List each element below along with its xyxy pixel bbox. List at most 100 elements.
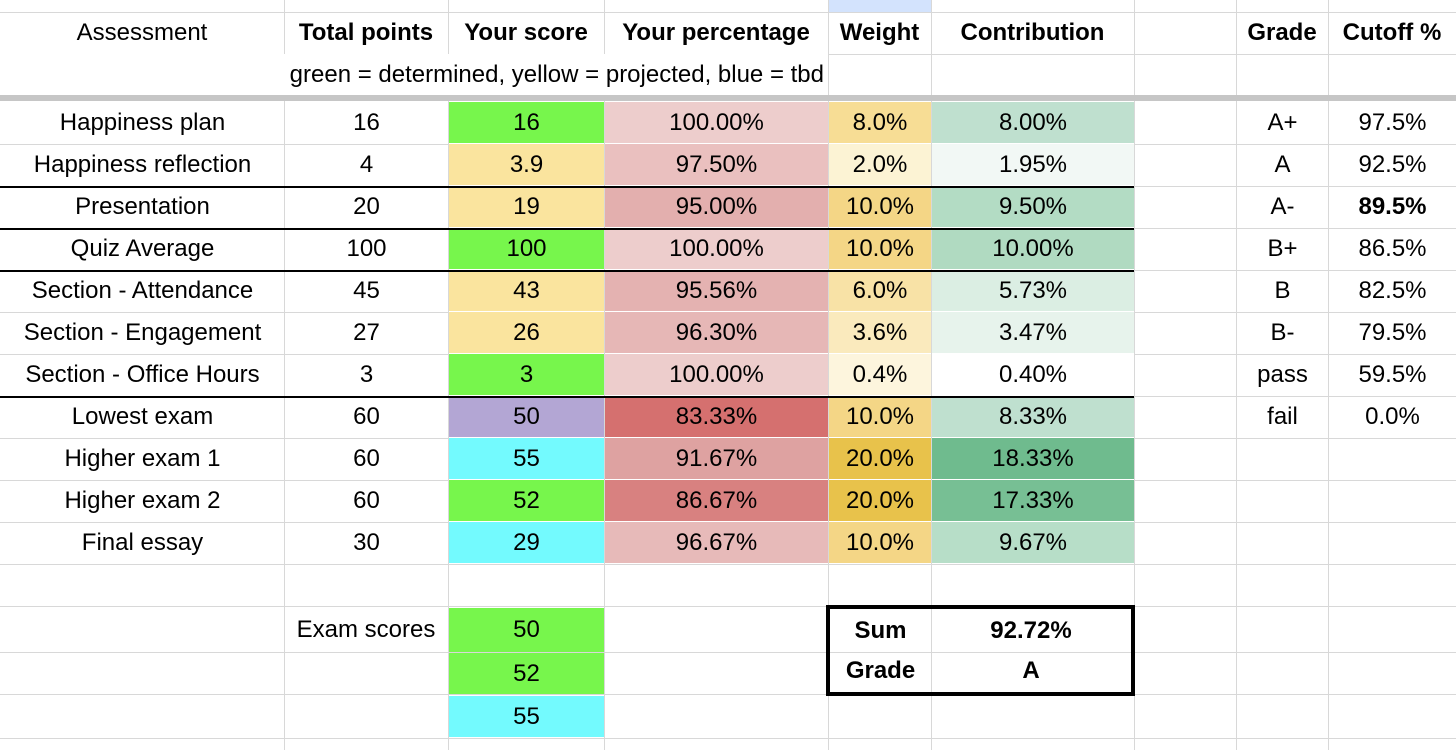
your-score-cell[interactable]: 50 <box>449 396 604 437</box>
assessment-name-cell[interactable]: Final essay <box>81 528 204 556</box>
percentage-cell[interactable]: 100.00% <box>605 102 828 143</box>
contribution-cell[interactable]: 9.67% <box>932 522 1134 563</box>
your-score-cell[interactable]: 3.9 <box>449 144 604 185</box>
total-points-cell[interactable]: 3 <box>359 360 374 388</box>
your-score-cell[interactable]: 3 <box>449 354 604 395</box>
your-score-cell[interactable]: 100 <box>449 228 604 269</box>
total-points-cell[interactable]: 60 <box>353 402 380 430</box>
assessment-name-cell[interactable]: Quiz Average <box>70 234 215 262</box>
total-points-cell[interactable]: 27 <box>353 318 380 346</box>
total-points-cell[interactable]: 30 <box>353 528 380 556</box>
grade-cutoff-cell[interactable]: 59.5% <box>1358 360 1427 388</box>
total-points-cell[interactable]: 20 <box>353 192 380 220</box>
grade-cutoff-cell[interactable]: 89.5% <box>1358 192 1427 220</box>
contribution-cell[interactable]: 0.40% <box>932 354 1134 395</box>
assessment-name-cell[interactable]: Happiness reflection <box>33 150 252 178</box>
sum-label[interactable]: Sum <box>854 617 907 644</box>
weight-cell[interactable]: 10.0% <box>829 396 931 437</box>
grade-cutoff-cell[interactable]: 82.5% <box>1358 276 1427 304</box>
assessment-name-cell[interactable]: Presentation <box>75 192 210 220</box>
exam-score-cell[interactable]: 55 <box>449 696 604 737</box>
your-score-cell[interactable]: 55 <box>449 438 604 479</box>
percentage-cell[interactable]: 100.00% <box>605 228 828 269</box>
frozen-row-divider[interactable] <box>0 95 1456 101</box>
total-points-cell[interactable]: 60 <box>353 486 380 514</box>
percentage-cell[interactable]: 100.00% <box>605 354 828 395</box>
contribution-cell[interactable]: 5.73% <box>932 270 1134 311</box>
header-total-points[interactable]: Total points <box>298 19 434 46</box>
assessment-name-cell[interactable]: Section - Engagement <box>23 318 262 346</box>
grade-label[interactable]: Grade <box>845 657 916 684</box>
assessment-name-cell[interactable]: Higher exam 1 <box>64 444 221 472</box>
percentage-cell[interactable]: 97.50% <box>605 144 828 185</box>
your-score-cell[interactable]: 26 <box>449 312 604 353</box>
weight-cell[interactable]: 20.0% <box>829 480 931 521</box>
assessment-name-cell[interactable]: Section - Office Hours <box>25 360 260 388</box>
your-score-cell[interactable]: 19 <box>449 186 604 227</box>
percentage-cell[interactable]: 96.67% <box>605 522 828 563</box>
your-score-cell[interactable]: 16 <box>449 102 604 143</box>
contribution-cell[interactable]: 3.47% <box>932 312 1134 353</box>
contribution-cell[interactable]: 8.00% <box>932 102 1134 143</box>
total-points-cell[interactable]: 60 <box>353 444 380 472</box>
weight-cell[interactable]: 10.0% <box>829 186 931 227</box>
your-score-cell[interactable]: 43 <box>449 270 604 311</box>
total-points-cell[interactable]: 16 <box>353 108 380 136</box>
grade-letter-cell[interactable]: B+ <box>1267 234 1298 262</box>
contribution-cell[interactable]: 10.00% <box>932 228 1134 269</box>
header-weight[interactable]: Weight <box>839 19 920 46</box>
assessment-name-cell[interactable]: Higher exam 2 <box>64 486 221 514</box>
total-points-cell[interactable]: 45 <box>353 276 380 304</box>
grade-letter-cell[interactable]: B- <box>1270 318 1295 346</box>
grade-cutoff-cell[interactable]: 86.5% <box>1358 234 1427 262</box>
your-score-cell[interactable]: 52 <box>449 480 604 521</box>
header-your-score[interactable]: Your score <box>464 19 588 46</box>
weight-cell[interactable]: 10.0% <box>829 228 931 269</box>
your-score-cell[interactable]: 29 <box>449 522 604 563</box>
weight-cell[interactable]: 20.0% <box>829 438 931 479</box>
sum-value[interactable]: 92.72% <box>990 617 1072 644</box>
total-points-cell[interactable]: 100 <box>346 234 387 262</box>
weight-cell[interactable]: 8.0% <box>829 102 931 143</box>
weight-cell[interactable]: 2.0% <box>829 144 931 185</box>
grade-letter-cell[interactable]: A <box>1274 150 1291 178</box>
percentage-cell[interactable]: 95.00% <box>605 186 828 227</box>
grade-cutoff-cell[interactable]: 97.5% <box>1358 108 1427 136</box>
grade-letter-cell[interactable]: pass <box>1257 360 1308 388</box>
header-your-percentage[interactable]: Your percentage <box>622 19 810 46</box>
exam-scores-label[interactable]: Exam scores <box>296 616 436 643</box>
color-legend-note[interactable]: green = determined, yellow = projected, … <box>0 54 828 96</box>
grade-letter-cell[interactable]: fail <box>1267 402 1298 430</box>
total-points-cell[interactable]: 4 <box>359 150 374 178</box>
grade-value[interactable]: A <box>1022 657 1040 684</box>
grade-letter-cell[interactable]: A- <box>1270 192 1295 220</box>
assessment-name-cell[interactable]: Lowest exam <box>71 402 214 430</box>
percentage-cell[interactable]: 96.30% <box>605 312 828 353</box>
contribution-cell[interactable]: 1.95% <box>932 144 1134 185</box>
assessment-name-cell[interactable]: Happiness plan <box>59 108 226 136</box>
exam-score-cell[interactable]: 52 <box>449 653 604 694</box>
assessment-name-cell[interactable]: Section - Attendance <box>31 276 254 304</box>
header-assessment[interactable]: Assessment <box>76 19 208 46</box>
grade-cutoff-cell[interactable]: 79.5% <box>1358 318 1427 346</box>
contribution-cell[interactable]: 18.33% <box>932 438 1134 479</box>
weight-cell[interactable]: 10.0% <box>829 522 931 563</box>
grade-letter-cell[interactable]: A+ <box>1267 108 1298 136</box>
header-contribution[interactable]: Contribution <box>960 19 1105 46</box>
exam-score-cell[interactable]: 50 <box>449 608 604 652</box>
header-grade[interactable]: Grade <box>1247 19 1317 46</box>
weight-cell[interactable]: 3.6% <box>829 312 931 353</box>
contribution-cell[interactable]: 9.50% <box>932 186 1134 227</box>
grade-letter-cell[interactable]: B <box>1274 276 1291 304</box>
weight-cell[interactable]: 6.0% <box>829 270 931 311</box>
grade-cutoff-cell[interactable]: 0.0% <box>1365 402 1420 430</box>
percentage-cell[interactable]: 95.56% <box>605 270 828 311</box>
contribution-cell[interactable]: 8.33% <box>932 396 1134 437</box>
percentage-cell[interactable]: 86.67% <box>605 480 828 521</box>
contribution-cell[interactable]: 17.33% <box>932 480 1134 521</box>
percentage-cell[interactable]: 83.33% <box>605 396 828 437</box>
header-cutoff[interactable]: Cutoff % <box>1342 19 1442 46</box>
grade-cutoff-cell[interactable]: 92.5% <box>1358 150 1427 178</box>
percentage-cell[interactable]: 91.67% <box>605 438 828 479</box>
weight-cell[interactable]: 0.4% <box>829 354 931 395</box>
